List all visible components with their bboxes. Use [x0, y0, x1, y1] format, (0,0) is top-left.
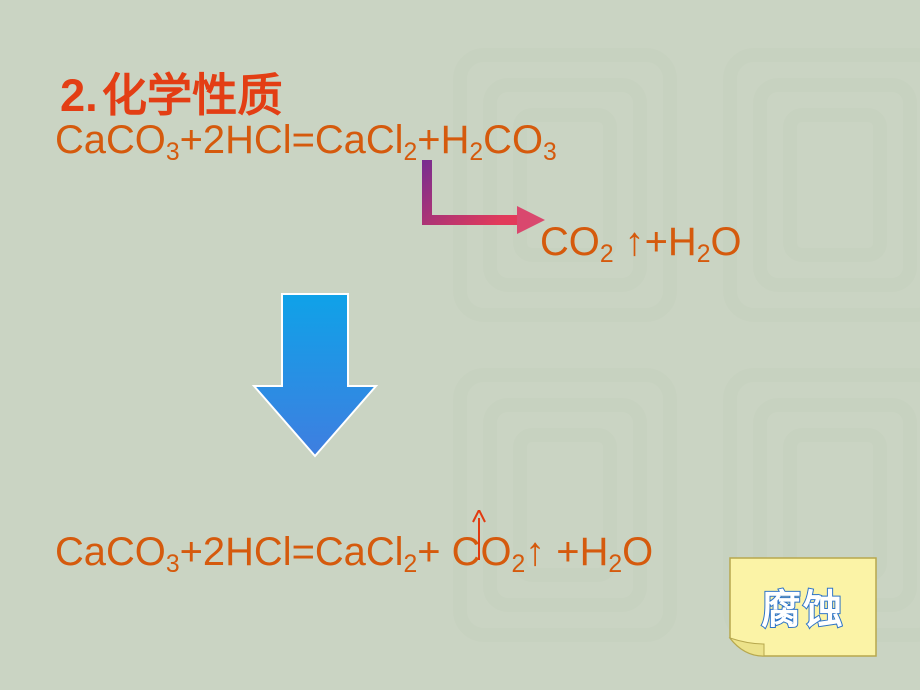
- subscript: 2: [600, 241, 614, 268]
- subscript: 2: [404, 551, 418, 578]
- subscript: 3: [166, 139, 180, 166]
- operator: ↑: [525, 530, 556, 574]
- subscript: 2: [512, 551, 526, 578]
- chem-term: CO3: [483, 118, 557, 162]
- decomposition-products: CO2 ↑+H2O: [540, 220, 742, 265]
- subscript: 2: [608, 551, 622, 578]
- chem-term: CaCO3: [55, 530, 180, 574]
- operator: ↑: [614, 220, 645, 264]
- subscript: 3: [543, 139, 557, 166]
- operator: =: [292, 118, 315, 162]
- operator: =: [292, 530, 315, 574]
- sticky-note-label: 腐蚀: [724, 578, 882, 635]
- section-heading: 2.化学性质: [60, 60, 283, 125]
- operator: +: [417, 530, 451, 574]
- chem-term: H2: [668, 220, 711, 264]
- operator: +: [645, 220, 668, 264]
- equation-1: CaCO3+2HCl=CaCl2+H2CO3: [55, 118, 557, 163]
- chem-term: CO2: [540, 220, 614, 264]
- result-arrow: [250, 290, 380, 460]
- subscript: 3: [166, 551, 180, 578]
- operator: +: [556, 530, 579, 574]
- operator: +: [417, 118, 440, 162]
- operator: +: [180, 118, 203, 162]
- chem-term: CaCl2: [315, 530, 417, 574]
- chem-term: O: [622, 530, 653, 574]
- chem-term: CaCl2: [315, 118, 417, 162]
- sticky-note[interactable]: 腐蚀: [724, 552, 882, 662]
- subscript: 2: [697, 241, 711, 268]
- decomposition-arrow: [415, 160, 545, 240]
- chem-term: 2HCl: [203, 530, 292, 574]
- chem-term: H2: [441, 118, 484, 162]
- chem-term: O: [710, 220, 741, 264]
- gas-arrow-overlay: [472, 510, 486, 560]
- chem-term: H2: [580, 530, 623, 574]
- operator: +: [180, 530, 203, 574]
- chem-term: CO2: [452, 530, 526, 574]
- chem-term: 2HCl: [203, 118, 292, 162]
- heading-text: 化学性质: [102, 70, 283, 121]
- chem-term: CaCO3: [55, 118, 180, 162]
- equation-2: CaCO3+2HCl=CaCl2+ CO2↑ +H2O: [55, 530, 653, 575]
- heading-number: 2.: [60, 70, 98, 121]
- slide-content: 2.化学性质 CaCO3+2HCl=CaCl2+H2CO3 CO2 ↑+H2O …: [0, 0, 920, 690]
